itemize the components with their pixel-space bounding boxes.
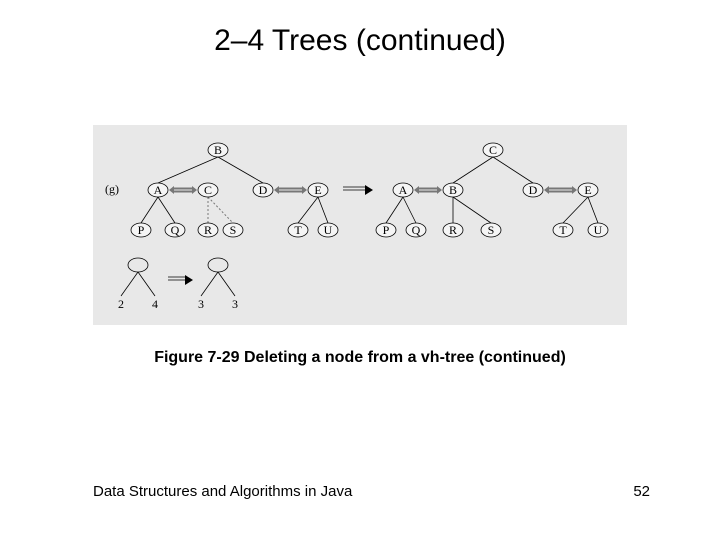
- svg-text:D: D: [529, 183, 538, 197]
- svg-text:3: 3: [198, 297, 204, 311]
- svg-text:D: D: [259, 183, 268, 197]
- figure-caption: Figure 7-29 Deleting a node from a vh-tr…: [0, 349, 720, 367]
- page-number: 52: [633, 483, 650, 500]
- svg-text:T: T: [294, 223, 302, 237]
- svg-text:C: C: [204, 183, 212, 197]
- svg-text:P: P: [138, 223, 145, 237]
- svg-text:T: T: [559, 223, 567, 237]
- svg-text:A: A: [154, 183, 163, 197]
- svg-text:4: 4: [152, 297, 158, 311]
- svg-text:B: B: [214, 143, 222, 157]
- svg-text:P: P: [383, 223, 390, 237]
- svg-text:3: 3: [232, 297, 238, 311]
- svg-text:A: A: [399, 183, 408, 197]
- tree-diagram: (g) B A C D E P Q R S T U C A B D E P Q R S T U 2 4 3 3: [93, 125, 627, 325]
- figure-7-29: (g) B A C D E P Q R S T U C A B D E P Q R S T U 2 4 3 3: [93, 125, 627, 325]
- svg-text:B: B: [449, 183, 457, 197]
- footer-book-title: Data Structures and Algorithms in Java: [93, 483, 352, 500]
- svg-text:Q: Q: [171, 223, 180, 237]
- svg-text:R: R: [204, 223, 212, 237]
- svg-text:S: S: [230, 223, 237, 237]
- svg-text:E: E: [584, 183, 591, 197]
- svg-text:C: C: [489, 143, 497, 157]
- slide-title: 2–4 Trees (continued): [0, 24, 720, 58]
- svg-text:(g): (g): [105, 182, 119, 196]
- svg-text:U: U: [324, 223, 333, 237]
- svg-text:S: S: [488, 223, 495, 237]
- svg-text:Q: Q: [412, 223, 421, 237]
- svg-text:2: 2: [118, 297, 124, 311]
- svg-text:U: U: [594, 223, 603, 237]
- svg-text:R: R: [449, 223, 457, 237]
- svg-text:E: E: [314, 183, 321, 197]
